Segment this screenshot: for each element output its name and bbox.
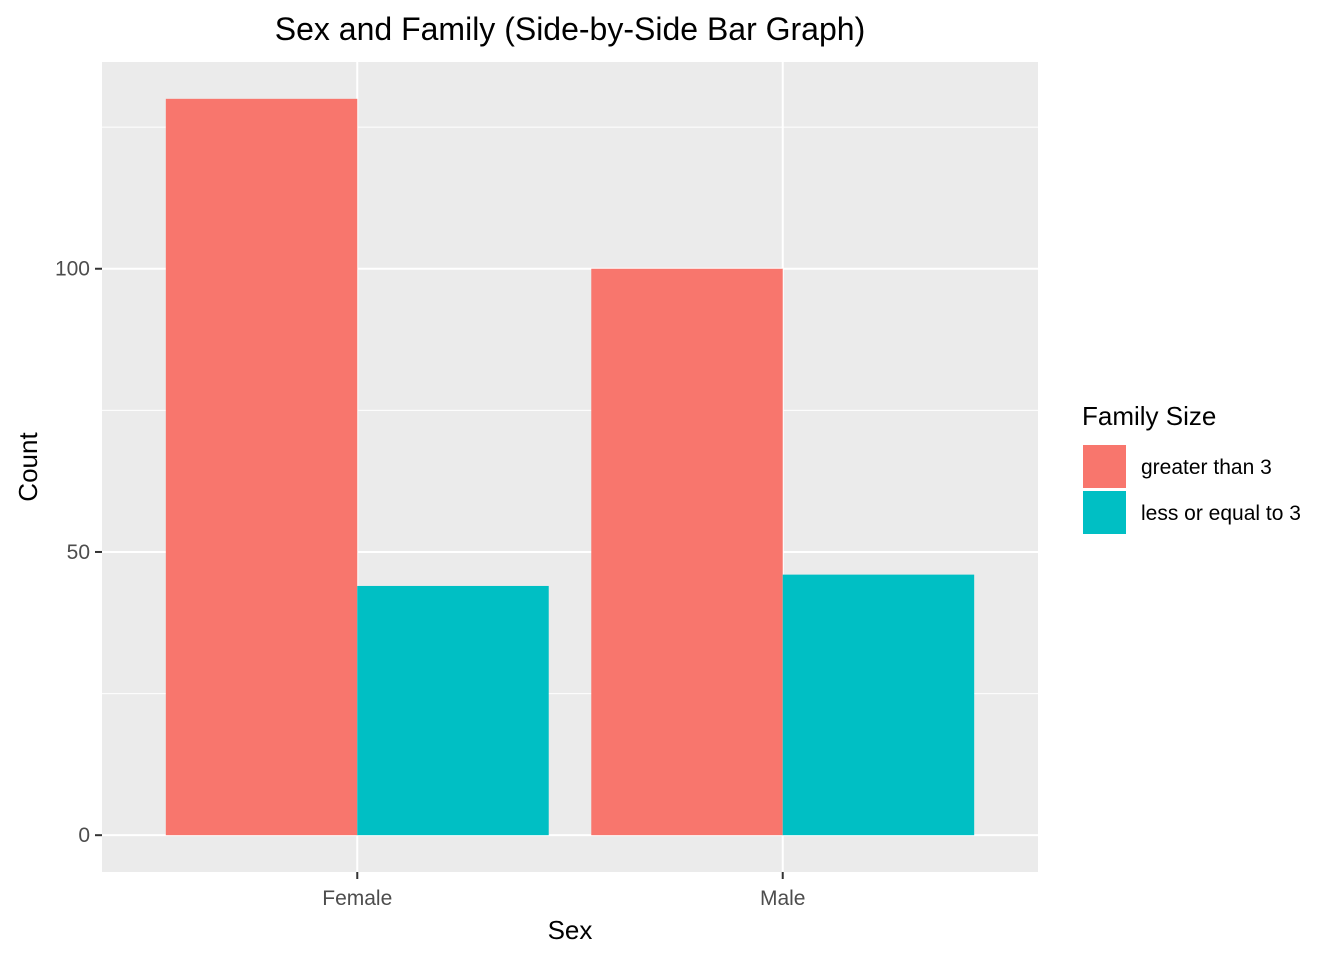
bar-male-series-2 <box>783 575 974 836</box>
legend-label: greater than 3 <box>1141 456 1272 479</box>
legend-swatch <box>1082 444 1127 489</box>
bar-female-series-1 <box>166 99 357 835</box>
bar-male-series-1 <box>591 269 782 835</box>
y-axis: 0 50 100 <box>55 258 102 847</box>
x-axis: Female Male <box>322 872 805 910</box>
legend-title: Family Size <box>1082 401 1216 431</box>
legend-swatch <box>1082 490 1127 535</box>
y-tick-label: 0 <box>78 824 90 847</box>
y-tick-label: 50 <box>67 541 90 564</box>
legend: Family Size greater than 3 less or equal … <box>1082 401 1301 535</box>
legend-label: less or equal to 3 <box>1141 502 1301 525</box>
legend-items: greater than 3 less or equal to 3 <box>1082 444 1301 535</box>
x-axis-title: Sex <box>548 915 593 945</box>
x-tick-label: Female <box>322 887 392 910</box>
x-tick-label: Male <box>760 887 806 910</box>
chart-title: Sex and Family (Side-by-Side Bar Graph) <box>275 11 865 47</box>
bar-female-series-2 <box>357 586 548 835</box>
y-tick-label: 100 <box>55 258 90 281</box>
y-axis-title: Count <box>13 432 43 502</box>
